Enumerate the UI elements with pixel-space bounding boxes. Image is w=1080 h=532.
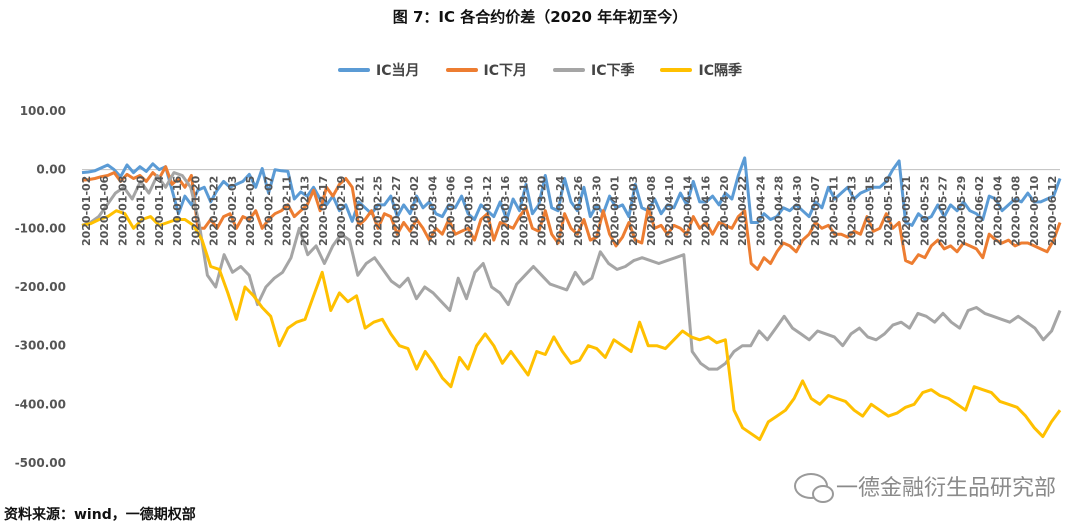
watermark: 一德金融衍生品研究部 xyxy=(793,470,1056,503)
x-tick-label-6: 2020-01-20 xyxy=(189,175,202,246)
x-tick-label-49: 2020-06-02 xyxy=(973,176,986,246)
x-tick-label-10: 2020-02-07 xyxy=(262,176,275,246)
legend-label-0: IC当月 xyxy=(376,63,420,79)
y-tick-label-2: -100.00 xyxy=(15,221,66,235)
x-tick-label-24: 2020-03-18 xyxy=(517,176,530,246)
x-tick-label-7: 2020-01-22 xyxy=(208,176,221,246)
x-tick-label-12: 2020-02-13 xyxy=(299,176,312,246)
x-tick-label-47: 2020-05-27 xyxy=(937,176,950,246)
source-note: 资料来源：wind，一德期权部 xyxy=(4,507,196,523)
x-tick-label-39: 2020-04-30 xyxy=(791,175,804,246)
x-tick-label-29: 2020-04-01 xyxy=(609,176,622,246)
legend-swatch-3 xyxy=(660,68,693,72)
series-line-2 xyxy=(81,171,1062,371)
x-tick-label-53: 2020-06-12 xyxy=(1046,176,1059,246)
x-tick-label-23: 2020-03-16 xyxy=(499,175,512,246)
x-tick-label-43: 2020-05-15 xyxy=(864,176,877,246)
x-tick-label-25: 2020-03-20 xyxy=(536,175,549,246)
x-tick-label-4: 2020-01-14 xyxy=(153,175,166,246)
x-tick-label-51: 2020-06-08 xyxy=(1010,176,1023,246)
y-tick-label-4: -300.00 xyxy=(15,339,66,353)
x-tick-label-38: 2020-04-28 xyxy=(773,176,786,246)
legend-item-2: IC下季 xyxy=(553,60,634,80)
x-tick-label-32: 2020-04-10 xyxy=(663,175,676,246)
chart-title: 图 7：IC 各合约价差（2020 年年初至今） xyxy=(392,8,688,26)
x-tick-label-19: 2020-03-04 xyxy=(426,175,439,246)
legend-item-0: IC当月 xyxy=(338,60,420,80)
x-tick-label-1: 2020-01-06 xyxy=(98,175,111,246)
series-line-1 xyxy=(81,165,1062,271)
x-tick-label-5: 2020-01-16 xyxy=(171,175,184,246)
x-tick-label-3: 2020-01-10 xyxy=(135,175,148,246)
x-tick-label-40: 2020-05-07 xyxy=(809,176,822,246)
x-tick-label-22: 2020-03-12 xyxy=(481,176,494,246)
x-tick-label-17: 2020-02-27 xyxy=(390,176,403,246)
legend-label-3: IC隔季 xyxy=(698,63,742,79)
x-tick-label-28: 2020-03-30 xyxy=(590,175,603,246)
x-tick-label-33: 2020-04-14 xyxy=(681,175,694,246)
x-tick-label-9: 2020-02-05 xyxy=(244,176,257,246)
x-tick-label-34: 2020-04-16 xyxy=(700,175,713,246)
y-tick-label-5: -400.00 xyxy=(15,397,66,411)
x-tick-label-21: 2020-03-10 xyxy=(463,175,476,246)
legend-item-3: IC隔季 xyxy=(660,60,742,80)
x-tick-label-20: 2020-03-06 xyxy=(445,175,458,246)
wechat-icon xyxy=(793,473,834,503)
y-tick-label-0: 100.00 xyxy=(20,104,66,118)
x-tick-label-0: 2020-01-02 xyxy=(80,176,93,246)
x-tick-label-15: 2020-02-21 xyxy=(353,176,366,246)
x-tick-label-52: 2020-06-10 xyxy=(1028,175,1041,246)
legend-swatch-0 xyxy=(338,68,371,72)
x-tick-label-31: 2020-04-08 xyxy=(645,176,658,246)
series-line-3 xyxy=(81,209,1062,441)
x-tick-label-14: 2020-02-19 xyxy=(335,176,348,246)
x-tick-label-18: 2020-03-02 xyxy=(408,176,421,246)
y-tick-label-6: -500.00 xyxy=(15,456,66,470)
x-tick-label-45: 2020-05-21 xyxy=(900,176,913,246)
legend-label-2: IC下季 xyxy=(591,63,635,79)
chart-legend: IC当月 IC下月 IC下季 IC隔季 xyxy=(0,60,1080,80)
x-tick-label-44: 2020-05-19 xyxy=(882,176,895,246)
y-tick-label-1: 0.00 xyxy=(36,163,66,177)
x-tick-label-42: 2020-05-13 xyxy=(846,176,859,246)
x-tick-label-16: 2020-02-25 xyxy=(372,176,385,246)
x-tick-label-26: 2020-03-24 xyxy=(554,175,567,246)
legend-swatch-2 xyxy=(553,68,585,72)
x-tick-label-30: 2020-04-03 xyxy=(627,176,640,246)
x-tick-label-8: 2020-02-03 xyxy=(226,176,239,246)
x-tick-label-36: 2020-04-22 xyxy=(736,176,749,246)
x-tick-label-48: 2020-05-29 xyxy=(955,176,968,246)
x-tick-label-27: 2020-03-26 xyxy=(572,175,585,246)
x-tick-label-41: 2020-05-11 xyxy=(827,176,840,246)
x-tick-label-35: 2020-04-20 xyxy=(718,175,731,246)
legend-label-1: IC下月 xyxy=(483,63,527,79)
x-tick-label-50: 2020-06-04 xyxy=(991,175,1004,246)
legend-swatch-1 xyxy=(445,68,478,72)
x-tick-label-46: 2020-05-25 xyxy=(918,176,931,246)
x-tick-label-13: 2020-02-17 xyxy=(317,176,330,246)
x-tick-label-2: 2020-01-08 xyxy=(116,176,129,246)
y-tick-label-3: -200.00 xyxy=(15,280,66,294)
series-line-0 xyxy=(81,156,1062,227)
legend-item-1: IC下月 xyxy=(445,60,527,80)
watermark-text: 一德金融衍生品研究部 xyxy=(835,476,1056,501)
x-tick-label-11: 2020-02-11 xyxy=(280,176,293,246)
x-tick-label-37: 2020-04-24 xyxy=(754,175,767,246)
